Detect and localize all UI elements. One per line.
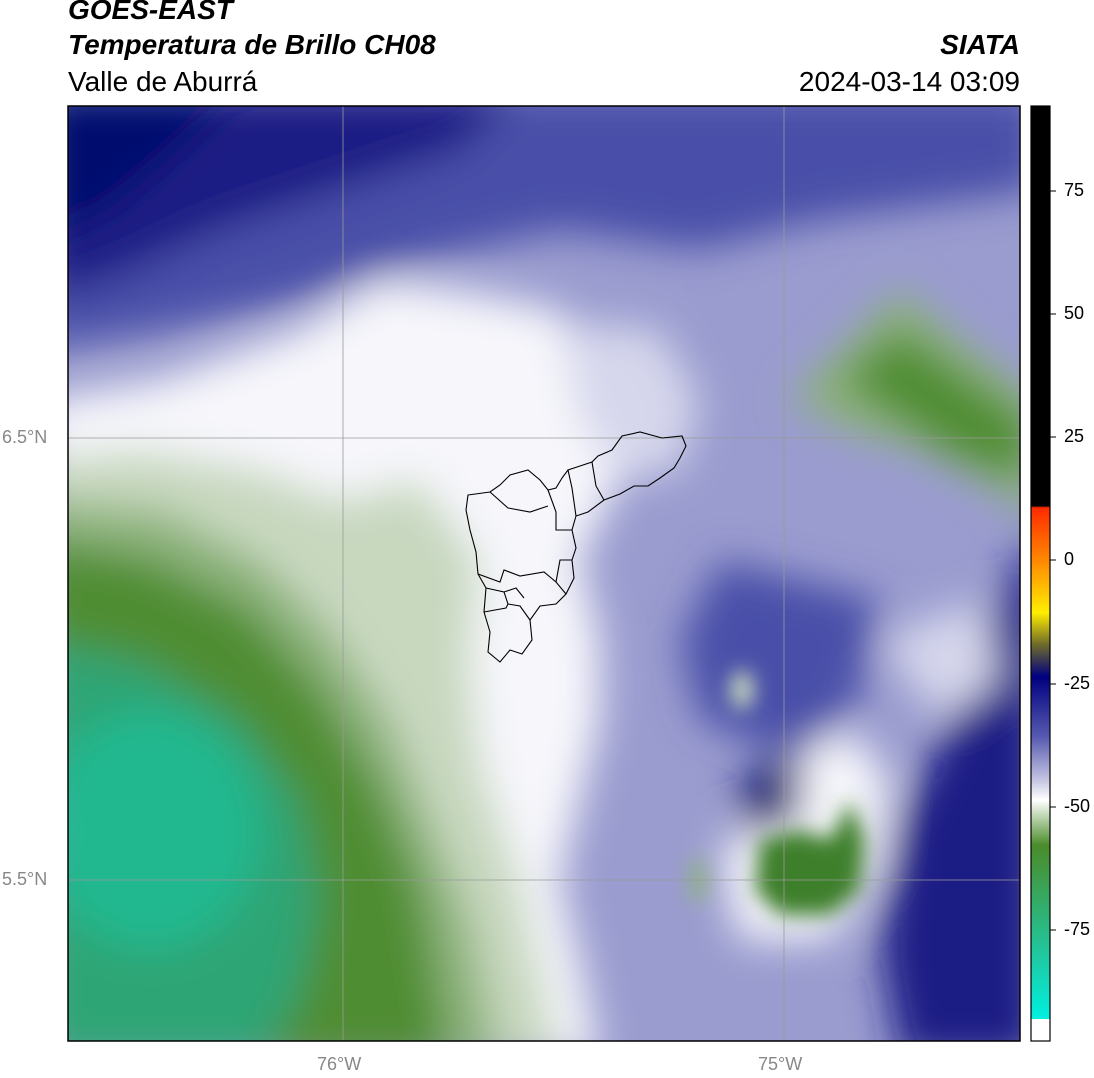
colorbar-tick-marks: [1050, 190, 1056, 931]
se-storm-green-core: [755, 800, 865, 915]
municipality-border-2: [567, 469, 577, 517]
lat-label-5-5: 5.5°N: [2, 869, 48, 889]
map-field: [68, 106, 1020, 1041]
municipality-border-8: [483, 603, 509, 613]
se-deep-blue-pocket: [740, 750, 800, 840]
municipality-border-9: [555, 559, 572, 583]
municipality-outlines: [465, 431, 687, 663]
ne-dark-green-region: [840, 330, 1020, 478]
colorbar-frame: [1030, 105, 1051, 1042]
colorbar-under-bin: [1031, 1019, 1050, 1041]
municipality-border-3: [591, 461, 605, 501]
lon-label-75: 75°W: [758, 1054, 803, 1074]
lat-label-6-5: 6.5°N: [2, 427, 48, 447]
municipality-border-4: [489, 491, 549, 513]
graticule: [68, 106, 1020, 1041]
agency-label: SIATA: [940, 29, 1020, 60]
central-east-blue: [680, 560, 880, 760]
colorbar-gradient: [1031, 106, 1050, 1019]
colorbar-tick-minus75: -75: [1064, 919, 1091, 939]
lon-label-76: 76°W: [317, 1054, 362, 1074]
municipality-border-7: [503, 587, 525, 599]
region-subtitle: Valle de Aburrá: [68, 66, 258, 97]
colorbar-tick-minus25: -25: [1064, 673, 1091, 693]
nw-navy-region: [68, 106, 224, 228]
colorbar-tick-25: 25: [1064, 426, 1085, 446]
satellite-title: GOES-EAST: [68, 0, 233, 25]
municipality-border-1: [547, 489, 572, 531]
colorbar-tick-0: 0: [1064, 549, 1075, 569]
small-green-cell: [730, 670, 754, 710]
east-pale-cloud: [880, 600, 1000, 720]
teal-core: [68, 710, 260, 950]
datetime-label: 2024-03-14 03:09: [798, 66, 1020, 97]
product-title: Temperatura de Brillo CH08: [68, 29, 436, 60]
pale-cloud-patch: [560, 320, 700, 480]
colorbar-tick-minus50: -50: [1064, 796, 1091, 816]
map-frame: [67, 105, 1021, 1042]
colorbar-tick-50: 50: [1064, 303, 1085, 323]
colorbar-tick-75: 75: [1064, 180, 1085, 200]
valle-outline: [465, 431, 687, 663]
